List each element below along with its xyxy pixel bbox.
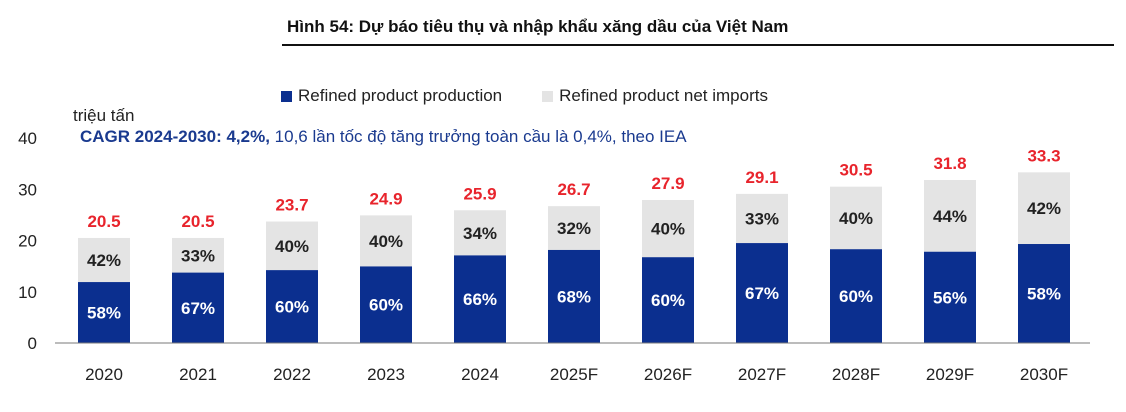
bar-production bbox=[548, 249, 600, 343]
imports-share-label: 44% bbox=[933, 207, 967, 226]
bar-production bbox=[360, 266, 412, 343]
total-value-label: 33.3 bbox=[1027, 146, 1060, 165]
imports-share-label: 40% bbox=[839, 209, 873, 228]
title-rule bbox=[282, 44, 1114, 46]
bar-imports bbox=[548, 206, 600, 250]
total-value-label: 31.8 bbox=[933, 154, 966, 173]
production-share-label: 66% bbox=[463, 290, 497, 309]
legend-label-production: Refined product production bbox=[298, 86, 503, 105]
y-tick-label: 30 bbox=[18, 180, 37, 199]
x-tick-label: 2022 bbox=[273, 365, 311, 384]
total-value-label: 27.9 bbox=[651, 174, 684, 193]
production-share-label: 58% bbox=[87, 304, 121, 323]
cagr-annotation: CAGR 2024-2030: 4,2%, 10,6 lần tốc độ tă… bbox=[80, 127, 687, 147]
bar-imports bbox=[830, 186, 882, 250]
production-share-label: 56% bbox=[933, 288, 967, 307]
x-tick-label: 2020 bbox=[85, 365, 123, 384]
total-value-label: 20.5 bbox=[87, 212, 120, 231]
imports-share-label: 40% bbox=[275, 237, 309, 256]
x-tick-label: 2024 bbox=[461, 365, 499, 384]
legend-label-imports: Refined product net imports bbox=[559, 86, 768, 105]
production-share-label: 60% bbox=[275, 298, 309, 317]
x-tick-label: 2021 bbox=[179, 365, 217, 384]
x-tick-label: 2027F bbox=[738, 365, 786, 384]
production-share-label: 67% bbox=[745, 284, 779, 303]
x-tick-label: 2030F bbox=[1020, 365, 1068, 384]
legend-swatch-imports bbox=[542, 90, 554, 102]
y-axis-unit: triệu tấn bbox=[73, 106, 135, 125]
production-share-label: 67% bbox=[181, 299, 215, 318]
bar-production bbox=[642, 257, 694, 343]
bar-production bbox=[830, 249, 882, 343]
bar-imports bbox=[266, 221, 318, 271]
y-tick-label: 0 bbox=[28, 334, 37, 353]
bar-production bbox=[736, 243, 788, 343]
x-tick-label: 2026F bbox=[644, 365, 692, 384]
total-value-label: 26.7 bbox=[557, 180, 590, 199]
y-tick-label: 20 bbox=[18, 232, 37, 251]
bar-imports bbox=[454, 210, 506, 256]
bar-imports bbox=[172, 237, 224, 273]
bar-production bbox=[924, 251, 976, 343]
bar-imports bbox=[924, 180, 976, 252]
production-share-label: 68% bbox=[557, 287, 591, 306]
bar-imports bbox=[78, 237, 130, 283]
legend-item-production: Refined product production bbox=[281, 86, 502, 106]
bar-imports bbox=[736, 193, 788, 244]
imports-share-label: 32% bbox=[557, 219, 591, 238]
figure-title: Hình 54: Dự báo tiêu thụ và nhập khẩu xă… bbox=[287, 17, 789, 36]
bar-imports bbox=[1018, 172, 1070, 245]
bar-production bbox=[266, 270, 318, 343]
bar-production bbox=[454, 255, 506, 343]
bar-imports bbox=[642, 200, 694, 258]
imports-share-label: 33% bbox=[181, 246, 215, 265]
x-tick-label: 2023 bbox=[367, 365, 405, 384]
production-share-label: 60% bbox=[369, 296, 403, 315]
total-value-label: 29.1 bbox=[745, 168, 778, 187]
imports-share-label: 40% bbox=[369, 232, 403, 251]
legend-item-imports: Refined product net imports bbox=[542, 86, 768, 106]
bar-production bbox=[1018, 244, 1070, 343]
legend: Refined product production Refined produ… bbox=[281, 86, 808, 106]
cagr-annotation-bold: CAGR 2024-2030: 4,2%, bbox=[80, 127, 270, 146]
x-tick-label: 2025F bbox=[550, 365, 598, 384]
x-tick-label: 2029F bbox=[926, 365, 974, 384]
bar-imports bbox=[360, 215, 412, 267]
imports-share-label: 33% bbox=[745, 209, 779, 228]
production-share-label: 58% bbox=[1027, 285, 1061, 304]
bar-production bbox=[172, 272, 224, 343]
total-value-label: 20.5 bbox=[181, 212, 214, 231]
production-share-label: 60% bbox=[839, 287, 873, 306]
x-tick-label: 2028F bbox=[832, 365, 880, 384]
imports-share-label: 42% bbox=[87, 251, 121, 270]
y-tick-label: 10 bbox=[18, 283, 37, 302]
total-value-label: 30.5 bbox=[839, 161, 872, 180]
imports-share-label: 40% bbox=[651, 220, 685, 239]
production-share-label: 60% bbox=[651, 291, 685, 310]
imports-share-label: 42% bbox=[1027, 199, 1061, 218]
cagr-annotation-rest: 10,6 lần tốc độ tăng trưởng toàn cầu là … bbox=[269, 127, 687, 146]
imports-share-label: 34% bbox=[463, 224, 497, 243]
bar-production bbox=[78, 282, 130, 343]
total-value-label: 24.9 bbox=[369, 189, 402, 208]
total-value-label: 23.7 bbox=[275, 196, 308, 215]
y-tick-label: 40 bbox=[18, 129, 37, 148]
legend-swatch-production bbox=[281, 90, 292, 102]
total-value-label: 25.9 bbox=[463, 184, 496, 203]
